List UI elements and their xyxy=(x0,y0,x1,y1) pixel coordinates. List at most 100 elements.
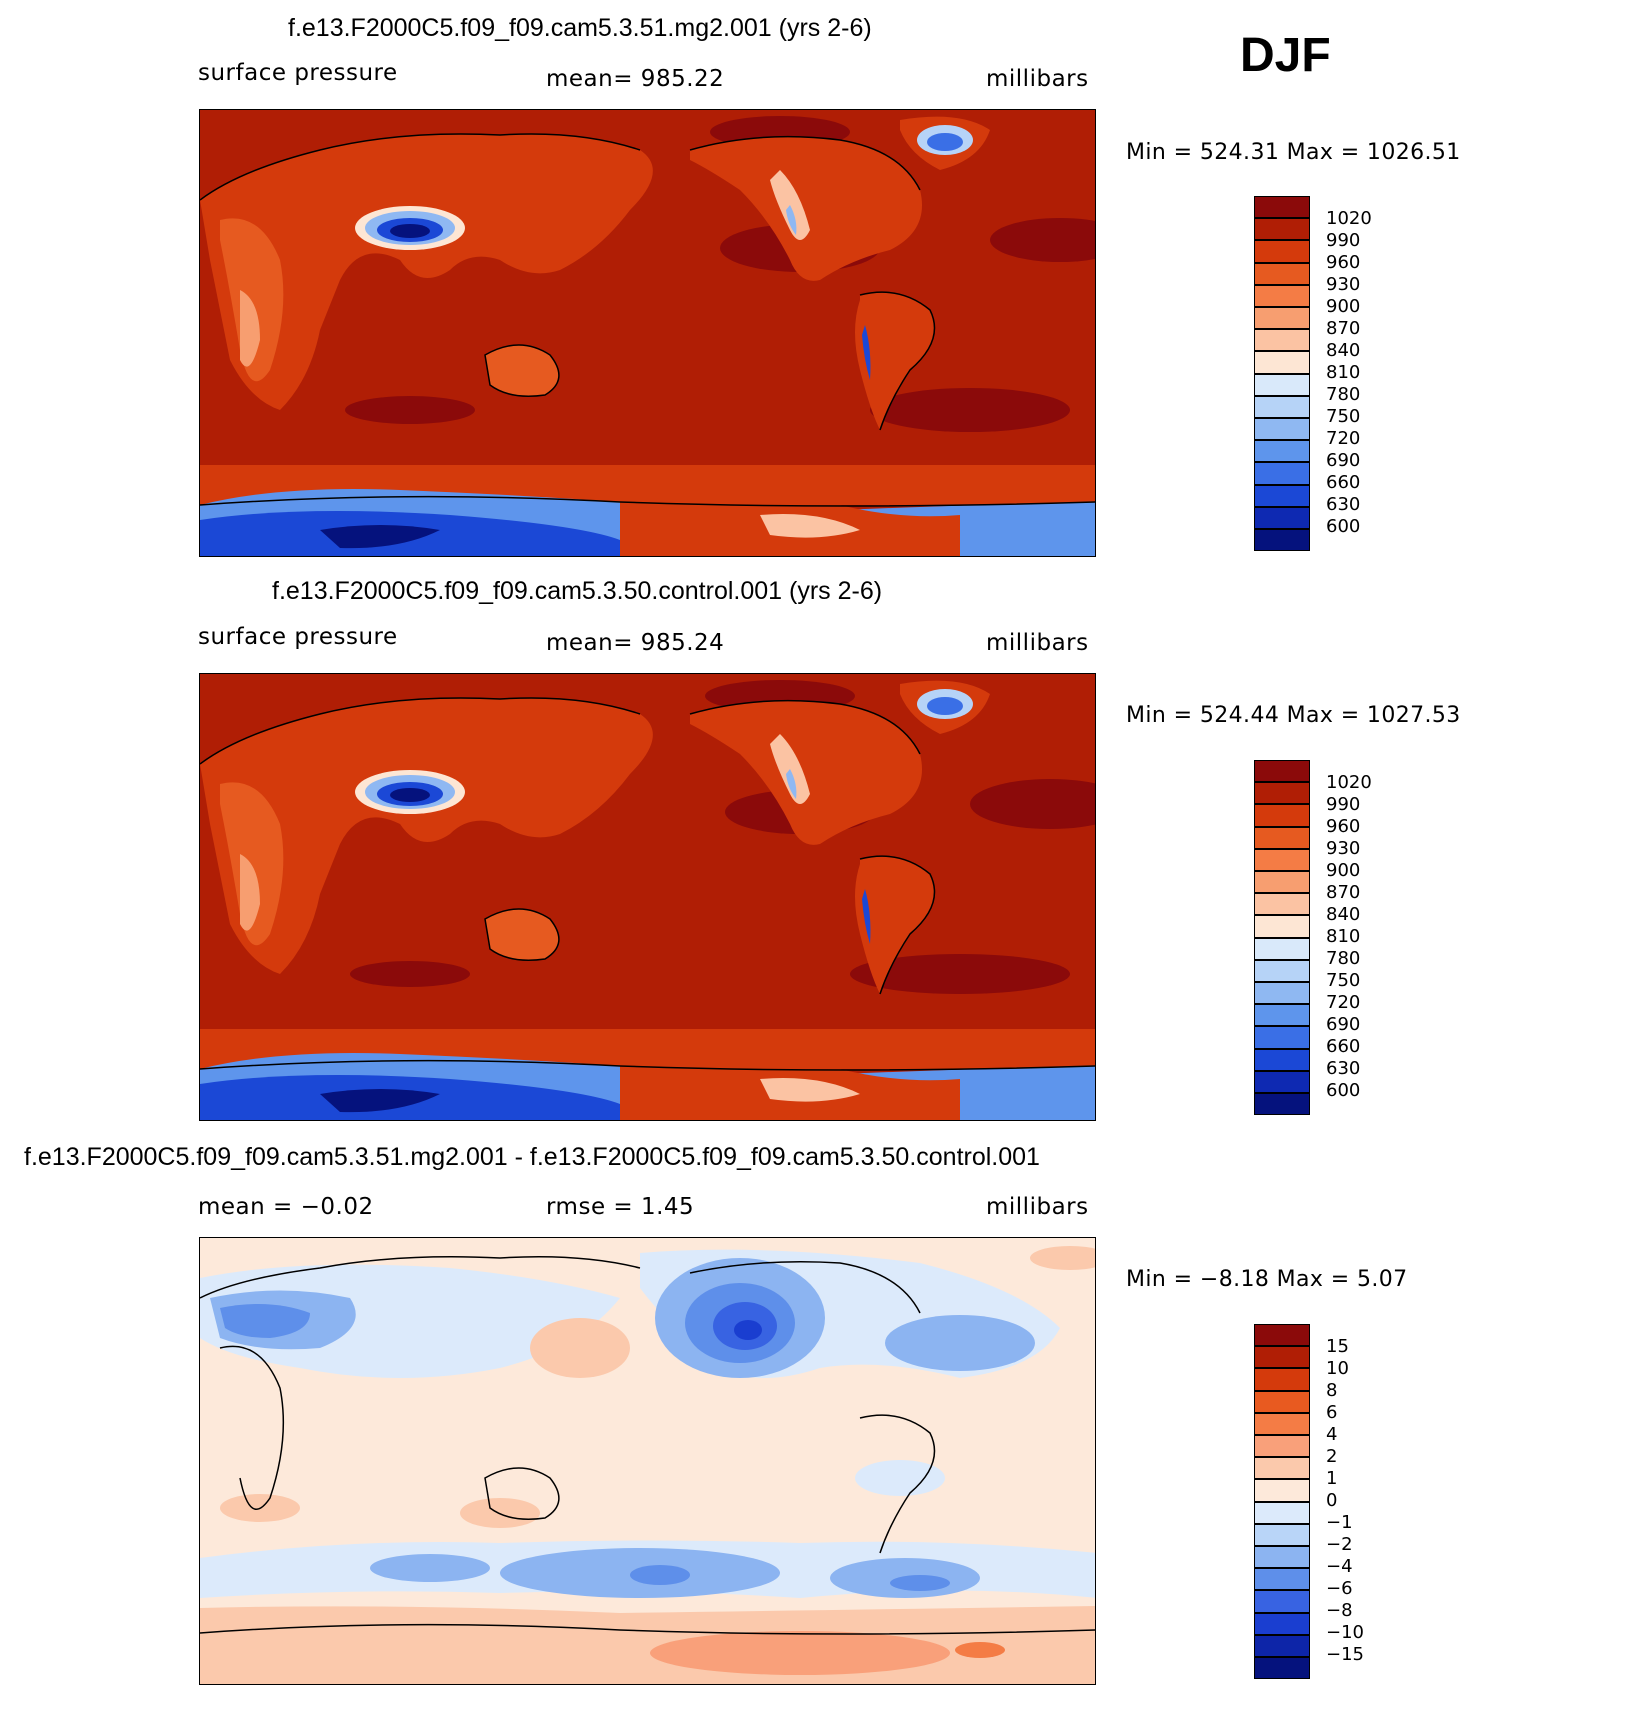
colorbar-label: 930 xyxy=(1326,838,1361,859)
panel-3-units: millibars xyxy=(986,1194,1089,1220)
panel-1-units: millibars xyxy=(986,66,1089,92)
colorbar-box xyxy=(1254,1523,1310,1546)
colorbar-label: 1020 xyxy=(1326,208,1372,229)
colorbar-box xyxy=(1254,1568,1310,1591)
panel-1-variable: surface pressure xyxy=(198,60,398,86)
colorbar-label: 600 xyxy=(1326,516,1361,537)
colorbar-box xyxy=(1254,196,1310,219)
colorbar-box xyxy=(1254,1546,1310,1569)
colorbar-label: 990 xyxy=(1326,230,1361,251)
colorbar-label: 960 xyxy=(1326,252,1361,273)
panel-3-mean: mean = −0.02 xyxy=(198,1194,374,1220)
colorbar-label: 810 xyxy=(1326,362,1361,383)
colorbar-box xyxy=(1254,440,1310,463)
colorbar-box xyxy=(1254,1346,1310,1369)
colorbar-label: 10 xyxy=(1326,1358,1349,1379)
colorbar-label: 4 xyxy=(1326,1424,1338,1445)
colorbar-box xyxy=(1254,871,1310,894)
panel-2-map xyxy=(199,673,1096,1121)
colorbar-label: 630 xyxy=(1326,494,1361,515)
colorbar-label: −6 xyxy=(1326,1578,1353,1599)
colorbar-box xyxy=(1254,462,1310,485)
colorbar-label: 780 xyxy=(1326,384,1361,405)
colorbar-label: 1020 xyxy=(1326,772,1372,793)
colorbar-box xyxy=(1254,982,1310,1005)
colorbar-box xyxy=(1254,529,1310,552)
colorbar-box xyxy=(1254,418,1310,441)
season-label: DJF xyxy=(1240,29,1331,82)
colorbar-box xyxy=(1254,284,1310,307)
colorbar-label: 840 xyxy=(1326,340,1361,361)
colorbar-label: 840 xyxy=(1326,904,1361,925)
colorbar-box xyxy=(1254,218,1310,241)
panel-2-variable: surface pressure xyxy=(198,624,398,650)
colorbar-label: −15 xyxy=(1326,1644,1364,1665)
colorbar-label: 900 xyxy=(1326,296,1361,317)
colorbar-label: 990 xyxy=(1326,794,1361,815)
colorbar-label: 6 xyxy=(1326,1402,1338,1423)
panel-1-map-svg xyxy=(200,110,1095,556)
colorbar-box xyxy=(1254,506,1310,529)
colorbar-box xyxy=(1254,262,1310,285)
colorbar-box xyxy=(1254,1479,1310,1502)
colorbar-label: 900 xyxy=(1326,860,1361,881)
colorbar-box xyxy=(1254,782,1310,805)
colorbar-box xyxy=(1254,1412,1310,1435)
panel-2-units: millibars xyxy=(986,630,1089,656)
colorbar-label: 1 xyxy=(1326,1468,1338,1489)
colorbar-box xyxy=(1254,1457,1310,1480)
colorbar-box xyxy=(1254,760,1310,783)
colorbar-box xyxy=(1254,1004,1310,1027)
colorbar-label: 750 xyxy=(1326,406,1361,427)
colorbar-box xyxy=(1254,1093,1310,1116)
colorbar-label: 870 xyxy=(1326,318,1361,339)
colorbar-label: 960 xyxy=(1326,816,1361,837)
colorbar-label: 690 xyxy=(1326,1014,1361,1035)
colorbar-box xyxy=(1254,240,1310,263)
colorbar-box xyxy=(1254,1390,1310,1413)
colorbar-label: 780 xyxy=(1326,948,1361,969)
colorbar-label: 750 xyxy=(1326,970,1361,991)
panel-3-map xyxy=(199,1237,1096,1685)
colorbar-label: 930 xyxy=(1326,274,1361,295)
panel-3-minmax: Min = −8.18 Max = 5.07 xyxy=(1126,1267,1408,1292)
panel-3-title: f.e13.F2000C5.f09_f09.cam5.3.51.mg2.001 … xyxy=(24,1143,1040,1171)
colorbar-box xyxy=(1254,1634,1310,1657)
colorbar-box xyxy=(1254,1435,1310,1458)
colorbar-box xyxy=(1254,959,1310,982)
colorbar-box xyxy=(1254,373,1310,396)
colorbar-box xyxy=(1254,1070,1310,1093)
colorbar-box xyxy=(1254,1368,1310,1391)
colorbar-box xyxy=(1254,893,1310,916)
colorbar-box xyxy=(1254,1324,1310,1347)
colorbar-label: 660 xyxy=(1326,472,1361,493)
panel-2-minmax: Min = 524.44 Max = 1027.53 xyxy=(1126,703,1461,728)
colorbar-label: −1 xyxy=(1326,1512,1353,1533)
colorbar-box xyxy=(1254,395,1310,418)
colorbar-label: 630 xyxy=(1326,1058,1361,1079)
panel-2-map-svg xyxy=(200,674,1095,1120)
panel-1-mean: mean= 985.22 xyxy=(546,66,725,92)
panel-1-minmax: Min = 524.31 Max = 1026.51 xyxy=(1126,140,1461,165)
panel-1-map xyxy=(199,109,1096,557)
colorbar-label: 690 xyxy=(1326,450,1361,471)
colorbar-box xyxy=(1254,1501,1310,1524)
colorbar-label: 0 xyxy=(1326,1490,1338,1511)
colorbar-label: 2 xyxy=(1326,1446,1338,1467)
colorbar-label: 720 xyxy=(1326,428,1361,449)
colorbar-box xyxy=(1254,351,1310,374)
colorbar-box xyxy=(1254,1657,1310,1680)
colorbar-label: 8 xyxy=(1326,1380,1338,1401)
colorbar-box xyxy=(1254,307,1310,330)
colorbar-box xyxy=(1254,937,1310,960)
colorbar-box xyxy=(1254,915,1310,938)
colorbar-box xyxy=(1254,804,1310,827)
colorbar-box xyxy=(1254,484,1310,507)
colorbar-label: 600 xyxy=(1326,1080,1361,1101)
colorbar-label: 15 xyxy=(1326,1336,1349,1357)
colorbar-box xyxy=(1254,1048,1310,1071)
panel-2-title: f.e13.F2000C5.f09_f09.cam5.3.50.control.… xyxy=(272,577,883,605)
panel-1-title: f.e13.F2000C5.f09_f09.cam5.3.51.mg2.001 … xyxy=(288,14,872,42)
colorbar-label: −10 xyxy=(1326,1622,1364,1643)
colorbar-box xyxy=(1254,826,1310,849)
